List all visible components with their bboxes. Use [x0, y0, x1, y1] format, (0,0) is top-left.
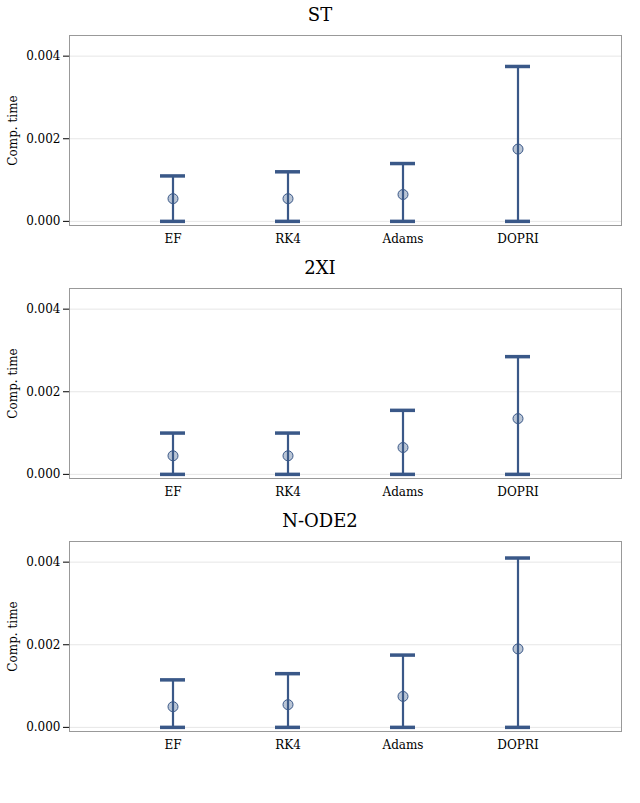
- svg-text:0.002: 0.002: [26, 638, 60, 652]
- html-text:ST: ST: [307, 4, 333, 25]
- svg-text:0.004: 0.004: [26, 49, 61, 63]
- svg-text:Adams: Adams: [381, 232, 423, 246]
- svg-text:0.004: 0.004: [26, 302, 61, 316]
- svg-text:EF: EF: [164, 232, 181, 246]
- svg-text:DOPRI: DOPRI: [497, 232, 539, 246]
- svg-text:Comp. time: Comp. time: [6, 348, 20, 418]
- svg-text:Adams: Adams: [381, 485, 423, 499]
- svg-text:0.002: 0.002: [26, 132, 60, 146]
- svg-text:0.002: 0.002: [26, 385, 60, 399]
- svg-text:DOPRI: DOPRI: [497, 485, 539, 499]
- html-text:2XI: 2XI: [304, 257, 336, 278]
- svg-text:EF: EF: [164, 485, 181, 499]
- svg-text:0.000: 0.000: [26, 214, 60, 228]
- svg-text:0.004: 0.004: [26, 555, 61, 569]
- svg-text:0.000: 0.000: [26, 720, 60, 734]
- svg-text:RK4: RK4: [275, 485, 301, 499]
- svg-text:EF: EF: [164, 738, 181, 752]
- svg-text:RK4: RK4: [275, 232, 301, 246]
- html-text:N-ODE2: N-ODE2: [282, 510, 358, 531]
- svg-text:RK4: RK4: [275, 738, 301, 752]
- svg-text:Adams: Adams: [381, 738, 423, 752]
- svg-text:0.000: 0.000: [26, 467, 60, 481]
- svg-text:DOPRI: DOPRI: [497, 738, 539, 752]
- svg-text:Comp. time: Comp. time: [6, 95, 20, 165]
- svg-text:Comp. time: Comp. time: [6, 601, 20, 671]
